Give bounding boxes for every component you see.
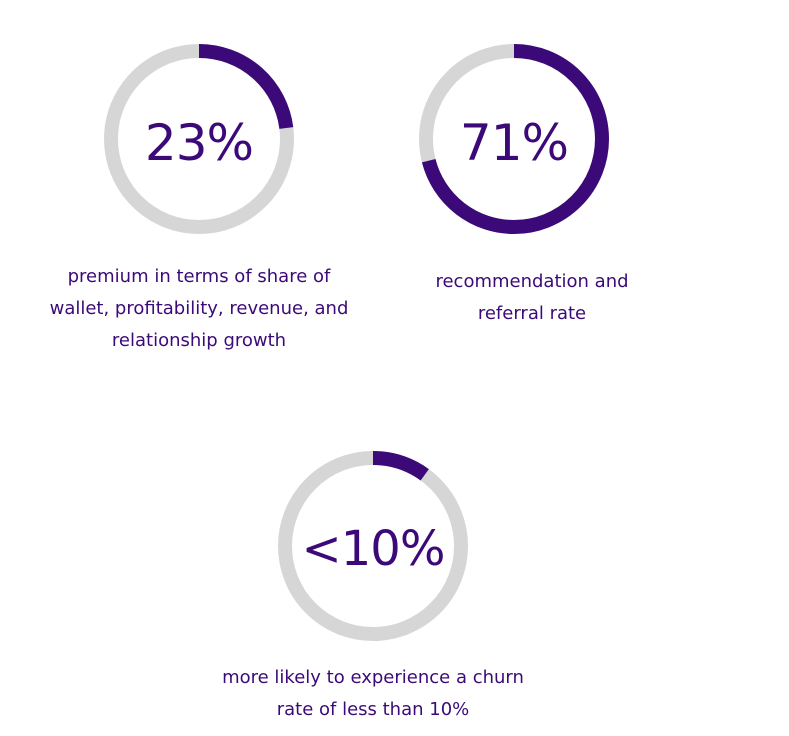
- donut-ring-recommendation: [419, 44, 609, 234]
- ring-progress: [278, 451, 468, 641]
- stat-value-churn: <10%: [301, 521, 446, 577]
- donut-ring-churn: [278, 451, 468, 641]
- ring-progress: [419, 44, 609, 234]
- stat-caption-churn: more likely to experience a churn rate o…: [193, 662, 553, 726]
- stat-value-recommendation: 71%: [459, 114, 569, 172]
- caption-line: relationship growth: [111, 330, 287, 351]
- caption-line: wallet, profitability, revenue, and: [49, 298, 349, 319]
- caption-line: more likely to experience a churn: [222, 667, 524, 688]
- stat-caption-recommendation: recommendation and referral rate: [372, 266, 692, 330]
- caption-line: recommendation and: [435, 271, 629, 292]
- ring-progress: [104, 44, 294, 234]
- caption-line: premium in terms of share of: [67, 266, 331, 287]
- stat-value-premium: 23%: [144, 114, 254, 172]
- caption-line: rate of less than 10%: [276, 699, 470, 720]
- stat-caption-premium: premium in terms of share of wallet, pro…: [19, 261, 379, 357]
- caption-line: referral rate: [477, 303, 587, 324]
- donut-ring-premium: [104, 44, 294, 234]
